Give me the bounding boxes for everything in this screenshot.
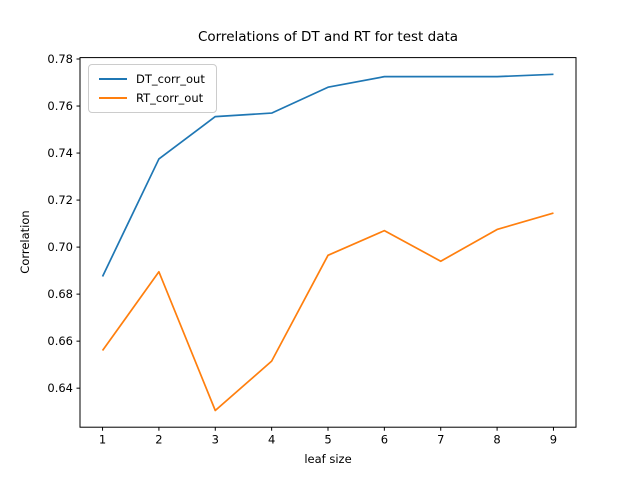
dt-line-swatch — [99, 78, 127, 80]
legend-item-dt: DT_corr_out — [99, 72, 205, 86]
y-tick-label: 0.72 — [47, 193, 73, 207]
x-axis-label: leaf size — [304, 452, 352, 466]
x-tick-label: 2 — [155, 433, 162, 447]
y-tick-label: 0.66 — [47, 334, 73, 348]
dt-corr-line — [101, 73, 554, 277]
legend: DT_corr_out RT_corr_out — [88, 64, 217, 113]
y-tick-label: 0.68 — [47, 287, 73, 301]
legend-item-rt: RT_corr_out — [99, 91, 205, 105]
x-tick-label: 5 — [324, 433, 331, 447]
y-axis-label: Correlation — [18, 210, 32, 274]
legend-label-rt: RT_corr_out — [136, 91, 204, 105]
x-tick-label: 9 — [550, 433, 557, 447]
chart-title: Correlations of DT and RT for test data — [197, 29, 459, 45]
y-tick-label: 0.74 — [47, 146, 73, 160]
x-tick-label: 4 — [268, 433, 275, 447]
y-tick-label: 0.76 — [47, 99, 73, 113]
y-tick-label: 0.70 — [47, 240, 73, 254]
rt-corr-line — [101, 212, 554, 412]
x-tick-label: 6 — [381, 433, 388, 447]
x-tick-label: 3 — [212, 433, 219, 447]
x-tick-label: 1 — [99, 433, 106, 447]
y-tick-label: 0.64 — [47, 381, 73, 395]
x-tick-label: 8 — [493, 433, 500, 447]
rt-line-swatch — [99, 97, 127, 99]
x-tick-label: 7 — [437, 433, 444, 447]
y-tick-label: 0.78 — [47, 52, 73, 66]
axes-frame — [79, 57, 577, 428]
legend-label-dt: DT_corr_out — [136, 72, 205, 86]
